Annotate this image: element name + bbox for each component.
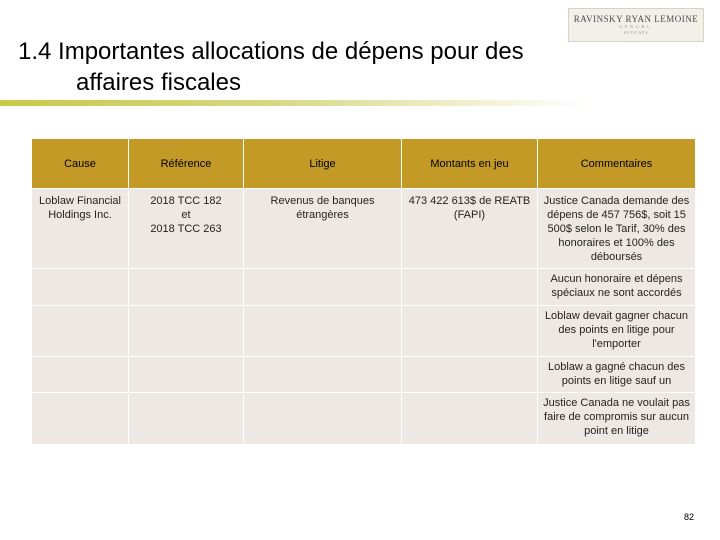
logo-subtitle-1: S.E.N.C.R.L.	[619, 24, 653, 29]
title-underline	[0, 100, 590, 106]
cell-reference: 2018 TCC 182 et 2018 TCC 263	[128, 188, 244, 269]
slide-title: 1.4 Importantes allocations de dépens po…	[18, 36, 524, 98]
slide-title-line-2: affaires fiscales	[76, 69, 241, 96]
firm-logo: RAVINSKY RYAN LEMOINE S.E.N.C.R.L. AVOCA…	[568, 8, 704, 42]
cell-reference	[128, 305, 244, 357]
cell-cause: Loblaw Financial Holdings Inc.	[31, 188, 129, 269]
cell-cause	[31, 268, 129, 306]
cell-commentaires: Justice Canada ne voulait pas faire de c…	[537, 392, 696, 445]
cell-montants	[401, 392, 538, 445]
page-number: 82	[684, 512, 695, 522]
cell-reference	[128, 268, 244, 306]
table-row: Loblaw devait gagner chacun des points e…	[31, 305, 696, 357]
header-reference: Référence	[128, 138, 244, 189]
cell-cause	[31, 305, 129, 357]
logo-subtitle-2: AVOCATS	[623, 30, 649, 35]
cell-commentaires: Aucun honoraire et dépens spéciaux ne so…	[537, 268, 696, 306]
header-litige: Litige	[243, 138, 402, 189]
cell-litige	[243, 356, 402, 393]
cell-cause	[31, 356, 129, 393]
table-row: Aucun honoraire et dépens spéciaux ne so…	[31, 268, 696, 306]
cell-montants	[401, 305, 538, 357]
cell-montants: 473 422 613$ de REATB (FAPI)	[401, 188, 538, 269]
header-commentaires: Commentaires	[537, 138, 696, 189]
reference-text: 2018 TCC 182 et 2018 TCC 263	[150, 195, 222, 235]
cell-commentaires: Loblaw a gagné chacun des points en liti…	[537, 356, 696, 393]
cell-litige: Revenus de banques étrangères	[243, 188, 402, 269]
header-cause: Cause	[31, 138, 129, 189]
cell-litige	[243, 305, 402, 357]
table-row: Justice Canada ne voulait pas faire de c…	[31, 392, 696, 445]
cell-litige	[243, 392, 402, 445]
cell-montants	[401, 356, 538, 393]
slide-title-line-1: 1.4 Importantes allocations de dépens po…	[18, 38, 524, 65]
cell-reference	[128, 392, 244, 445]
costs-table: Cause Référence Litige Montants en jeu C…	[31, 138, 696, 445]
cell-commentaires: Loblaw devait gagner chacun des points e…	[537, 305, 696, 357]
header-montants: Montants en jeu	[401, 138, 538, 189]
table-row: Loblaw Financial Holdings Inc. 2018 TCC …	[31, 188, 696, 269]
table-header-row: Cause Référence Litige Montants en jeu C…	[31, 138, 696, 189]
cell-reference	[128, 356, 244, 393]
cell-commentaires: Justice Canada demande des dépens de 457…	[537, 188, 696, 269]
cell-cause	[31, 392, 129, 445]
montants-text: 473 422 613$ de REATB (FAPI)	[408, 195, 531, 221]
cell-montants	[401, 268, 538, 306]
cell-litige	[243, 268, 402, 306]
table-row: Loblaw a gagné chacun des points en liti…	[31, 356, 696, 393]
logo-name: RAVINSKY RYAN LEMOINE	[573, 14, 699, 24]
